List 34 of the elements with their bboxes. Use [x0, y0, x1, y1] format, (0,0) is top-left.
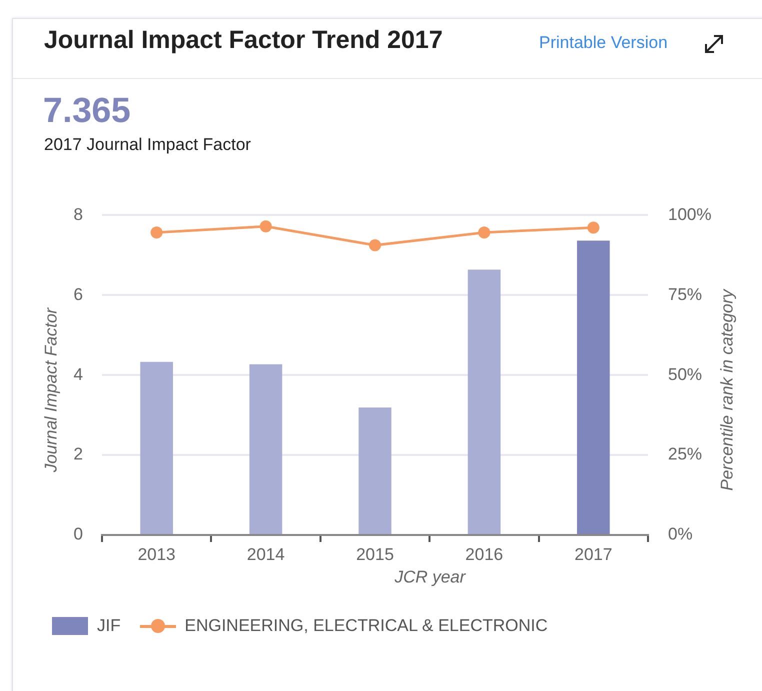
- bar: [358, 407, 392, 534]
- bar: [468, 270, 501, 534]
- y2-axis-title: Percentile rank in category: [718, 288, 737, 491]
- y2-tick-label: 25%: [668, 444, 702, 464]
- y-tick-label: 8: [74, 204, 83, 224]
- y-tick-label: 2: [74, 444, 83, 464]
- bar: [577, 240, 610, 534]
- point: [478, 226, 490, 238]
- point: [587, 222, 600, 234]
- bar: [140, 362, 173, 534]
- x-tick-label: 2016: [465, 544, 504, 564]
- y-tick-label: 6: [74, 284, 83, 304]
- text: Printable Version: [539, 33, 668, 53]
- x-tick-label: 2013: [138, 544, 176, 564]
- chart-title: Journal Impact Factor Trend 2017: [44, 25, 443, 55]
- x-tick-label: 2017: [574, 544, 612, 564]
- y2-tick-label: 100%: [668, 204, 712, 224]
- chart-subtitle: 2017 Journal Impact Factor: [44, 135, 251, 155]
- x-tick-label: 2014: [246, 544, 285, 564]
- y-axis-title: Journal Impact Factor: [42, 306, 61, 474]
- y2-tick-label: 0%: [668, 524, 693, 544]
- x-tick-label: 2015: [356, 544, 394, 564]
- y2-tick-label: 75%: [668, 284, 702, 304]
- point: [369, 239, 381, 252]
- bar: [249, 364, 282, 534]
- point: [150, 226, 163, 238]
- legend-label: JIF: [97, 616, 121, 636]
- legend-label: ENGINEERING, ELECTRICAL & ELECTRONIC: [184, 616, 548, 636]
- y-tick-label: 4: [74, 364, 83, 384]
- y-tick-label: 0: [74, 524, 83, 544]
- x-axis-title: JCR year: [394, 568, 467, 587]
- point: [260, 220, 272, 232]
- y2-tick-label: 50%: [668, 364, 702, 384]
- text: 7.365: [43, 91, 131, 131]
